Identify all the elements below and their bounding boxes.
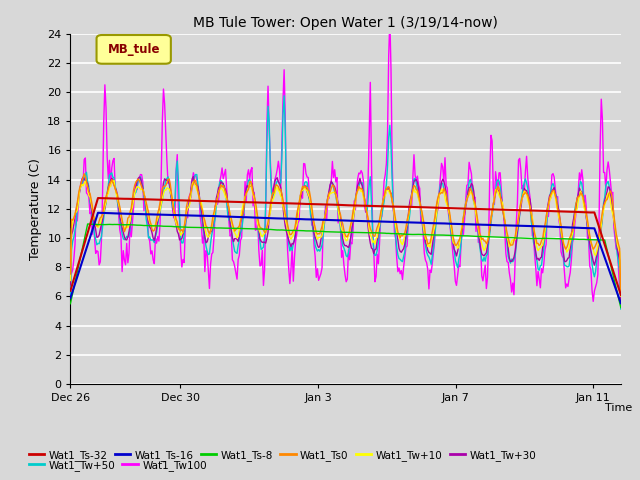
Wat1_Ts-32 [568,209,575,215]
Legend: Wat1_Ts-32, Wat1_Ts-16, Wat1_Ts-8, Wat1_Ts0, Wat1_Tw+10, Wat1_Tw+30: Wat1_Ts-32, Wat1_Ts-16, Wat1_Ts-8, Wat1_… [24,446,540,465]
Wat1_Ts-8 [67,301,74,307]
Line: Wat1_Tw100: Wat1_Tw100 [70,20,621,301]
Wat1_Ts-32 [239,199,246,205]
Wat1_Tw+50 [402,238,410,243]
Wat1_Tw+10 [67,277,74,283]
Wat1_Ts0 [472,206,480,212]
Wat1_Ts0 [67,271,74,277]
Line: Wat1_Ts-8: Wat1_Ts-8 [70,224,621,308]
Wat1_Tw100 [589,299,597,304]
Wat1_Tw+30 [472,210,480,216]
Title: MB Tule Tower: Open Water 1 (3/19/14-now): MB Tule Tower: Open Water 1 (3/19/14-now… [193,16,498,30]
Wat1_Ts0 [81,171,88,177]
Y-axis label: Temperature (C): Temperature (C) [29,158,42,260]
Text: Time: Time [605,403,632,413]
Wat1_Tw+50 [617,306,625,312]
Wat1_Ts-8 [472,233,480,239]
Wat1_Ts-32 [472,206,480,212]
Wat1_Ts-8 [84,221,92,227]
Wat1_Ts-32 [300,201,307,207]
Wat1_Ts0 [617,292,625,298]
Wat1_Ts-8 [239,226,246,231]
Wat1_Ts-32 [402,204,410,210]
Wat1_Ts-32 [376,204,383,209]
Wat1_Ts-16 [300,216,307,222]
Wat1_Tw+50 [472,211,480,217]
Wat1_Tw100 [617,287,625,293]
Line: Wat1_Ts-32: Wat1_Ts-32 [70,198,621,295]
Wat1_Tw+10 [376,222,383,228]
Wat1_Ts-8 [402,231,410,237]
Wat1_Tw+50 [376,228,383,233]
Wat1_Tw+50 [568,247,575,253]
Wat1_Tw100 [67,267,74,273]
Wat1_Ts0 [300,185,307,191]
Wat1_Tw+50 [238,227,246,233]
Wat1_Tw100 [568,256,575,262]
Line: Wat1_Ts-16: Wat1_Ts-16 [70,213,621,303]
Wat1_Ts-32 [67,288,74,294]
Wat1_Ts-16 [568,225,575,230]
Wat1_Tw+30 [67,282,74,288]
Wat1_Tw100 [299,195,307,201]
Wat1_Tw+30 [617,300,625,305]
Wat1_Tw100 [374,261,382,267]
Wat1_Ts-8 [300,228,307,234]
Wat1_Tw+10 [617,293,625,299]
Wat1_Tw+30 [239,212,246,217]
Wat1_Tw100 [386,17,394,23]
Legend: Wat1_Tw+50, Wat1_Tw100: Wat1_Tw+50, Wat1_Tw100 [24,456,211,475]
FancyBboxPatch shape [97,35,171,64]
Wat1_Tw+30 [402,233,410,239]
Wat1_Ts-16 [402,219,410,225]
Wat1_Tw+30 [376,222,383,228]
Wat1_Tw+50 [300,185,307,191]
Wat1_Tw+10 [300,186,307,192]
Line: Wat1_Ts0: Wat1_Ts0 [70,174,621,295]
Line: Wat1_Tw+30: Wat1_Tw+30 [70,177,621,302]
Wat1_Ts-16 [94,210,102,216]
Wat1_Tw+50 [67,294,74,300]
Wat1_Ts0 [402,225,410,231]
Wat1_Ts-16 [376,218,383,224]
Wat1_Ts-8 [617,305,625,311]
Wat1_Ts-32 [617,292,625,298]
Wat1_Tw100 [402,245,410,251]
Wat1_Tw+10 [239,204,246,209]
Wat1_Tw+10 [568,235,575,240]
Wat1_Tw100 [238,235,246,240]
Line: Wat1_Tw+50: Wat1_Tw+50 [70,96,621,309]
Wat1_Tw+10 [472,212,480,218]
Wat1_Ts-16 [472,222,480,228]
Text: MB_tule: MB_tule [108,43,160,56]
Wat1_Ts-16 [239,215,246,220]
Wat1_Ts0 [568,230,575,236]
Wat1_Ts-8 [376,230,383,236]
Wat1_Tw+30 [189,174,197,180]
Wat1_Tw+30 [568,235,575,240]
Wat1_Tw+30 [300,185,307,191]
Wat1_Ts-32 [94,195,102,201]
Wat1_Tw+10 [108,178,116,183]
Wat1_Ts0 [376,216,383,222]
Wat1_Ts-16 [617,300,625,306]
Wat1_Ts-16 [67,295,74,301]
Line: Wat1_Tw+10: Wat1_Tw+10 [70,180,621,296]
Wat1_Ts0 [239,211,246,216]
Wat1_Tw+10 [402,226,410,231]
Wat1_Tw+50 [280,93,288,99]
Wat1_Ts-8 [568,236,575,242]
Wat1_Tw100 [472,228,480,234]
